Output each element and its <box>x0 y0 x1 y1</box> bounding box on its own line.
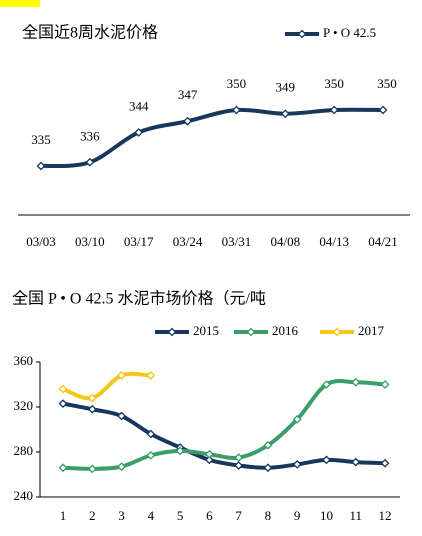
legend-label: 2016 <box>272 323 299 338</box>
marker <box>146 450 156 460</box>
marker <box>58 399 68 409</box>
marker <box>134 127 144 137</box>
legend-label: 2015 <box>193 323 219 338</box>
x-tick-label: 10 <box>320 508 333 523</box>
marker <box>204 449 214 459</box>
x-tick-label: 4 <box>148 508 155 523</box>
y-tick-label: 280 <box>14 443 34 458</box>
data-label: 344 <box>129 98 149 113</box>
legend-marker <box>297 29 307 39</box>
x-tick-label: 04/08 <box>270 234 300 249</box>
marker <box>263 440 273 450</box>
x-tick-label: 5 <box>177 508 184 523</box>
chart-title: 全国近8周水泥价格 <box>22 24 158 42</box>
x-tick-label: 03/17 <box>124 234 154 249</box>
marker <box>292 459 302 469</box>
marker <box>87 464 97 474</box>
x-tick-label: 03/03 <box>26 234 56 249</box>
marker <box>183 116 192 126</box>
marker <box>204 455 214 465</box>
x-tick-label: 11 <box>349 508 362 523</box>
marker <box>146 429 156 439</box>
marker <box>58 384 68 394</box>
marker <box>351 457 361 467</box>
x-tick-label: 2 <box>89 508 96 523</box>
marker <box>36 161 46 171</box>
x-tick-label: 6 <box>206 508 213 523</box>
x-tick-label: 03/10 <box>75 234 105 249</box>
legend-marker <box>246 327 256 337</box>
x-tick-label: 8 <box>265 508 272 523</box>
marker <box>117 371 126 380</box>
marker <box>351 377 361 387</box>
marker <box>378 105 388 115</box>
x-tick-label: 1 <box>60 508 67 523</box>
y-tick-label: 360 <box>14 353 34 368</box>
marker <box>117 462 126 472</box>
marker <box>322 380 331 389</box>
marker <box>232 105 241 115</box>
legend-marker <box>167 327 177 337</box>
marker <box>117 411 126 421</box>
marker <box>234 453 244 463</box>
x-tick-label: 03/24 <box>173 234 203 249</box>
data-label: 349 <box>276 80 296 95</box>
marker <box>58 463 68 473</box>
data-label: 347 <box>178 87 198 102</box>
marker <box>292 414 302 424</box>
x-tick-label: 7 <box>235 508 242 523</box>
series-line <box>62 379 386 471</box>
legend-label: P • O 42.5 <box>323 25 376 40</box>
marker <box>263 463 273 473</box>
marker <box>234 461 244 470</box>
x-tick-label: 9 <box>294 508 301 523</box>
marker <box>175 446 185 456</box>
x-tick-label: 04/13 <box>319 234 349 249</box>
data-label: 350 <box>227 76 247 91</box>
x-tick-label: 03/31 <box>222 234 252 249</box>
marker <box>87 393 97 403</box>
marker <box>146 371 156 380</box>
marker <box>87 404 97 414</box>
data-label: 335 <box>31 132 51 147</box>
highlight <box>0 0 40 7</box>
x-tick-label: 12 <box>379 508 392 523</box>
data-label: 336 <box>80 128 100 143</box>
y-tick-label: 320 <box>14 398 34 413</box>
marker <box>329 105 339 115</box>
marker <box>85 157 95 167</box>
legend-marker <box>332 327 342 337</box>
y-tick-label: 240 <box>14 488 34 503</box>
marker <box>380 380 390 389</box>
marker <box>280 109 290 119</box>
data-label: 350 <box>324 76 344 91</box>
marker <box>380 458 390 468</box>
data-label: 350 <box>377 76 397 91</box>
series-line <box>62 371 151 401</box>
marker <box>322 455 331 465</box>
legend-label: 2017 <box>358 323 385 338</box>
x-tick-label: 3 <box>118 508 125 523</box>
chart-title: 全国 P • O 42.5 水泥市场价格（元/吨 <box>12 290 266 308</box>
x-tick-label: 04/21 <box>368 234 398 249</box>
